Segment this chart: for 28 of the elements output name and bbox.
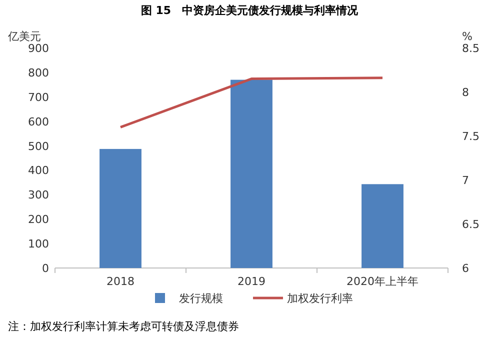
y2-tick-label: 6.5 [462,218,480,231]
y2-tick-label: 7 [462,174,469,187]
y2-tick-label: 6 [462,262,469,275]
y2-tick-label: 8 [462,86,469,99]
legend-label: 发行规模 [179,292,223,305]
y-tick-label: 300 [28,188,49,202]
y-tick-label: 600 [28,115,49,128]
y2-tick-label: 7.5 [462,130,480,143]
legend-label: 加权发行利率 [287,292,353,305]
y-tick-label: 800 [28,66,49,80]
y-tick-label: 400 [28,164,49,178]
y-axis-title: 亿美元 [7,30,41,43]
chart-title: 图 15 中资房企美元债发行规模与利率情况 [140,4,360,17]
x-tick-label: 2020年上半年 [346,275,418,288]
y2-tick-label: 8.5 [462,42,480,55]
y-tick-label: 700 [28,90,49,104]
bar [230,80,272,268]
bar [100,148,142,268]
y-tick-label: 0 [42,262,49,275]
x-tick-label: 2019 [238,275,266,288]
text: 注：加权发行利率计算未考虑可转债及浮息债券 [8,320,239,333]
y-tick-label: 200 [28,213,49,226]
y-tick-label: 100 [28,238,49,251]
y2-axis-title: % [462,30,472,43]
x-tick-label: 2018 [106,275,134,288]
y-tick-label: 900 [28,42,49,55]
bar [362,184,404,268]
y-tick-label: 500 [28,140,49,153]
